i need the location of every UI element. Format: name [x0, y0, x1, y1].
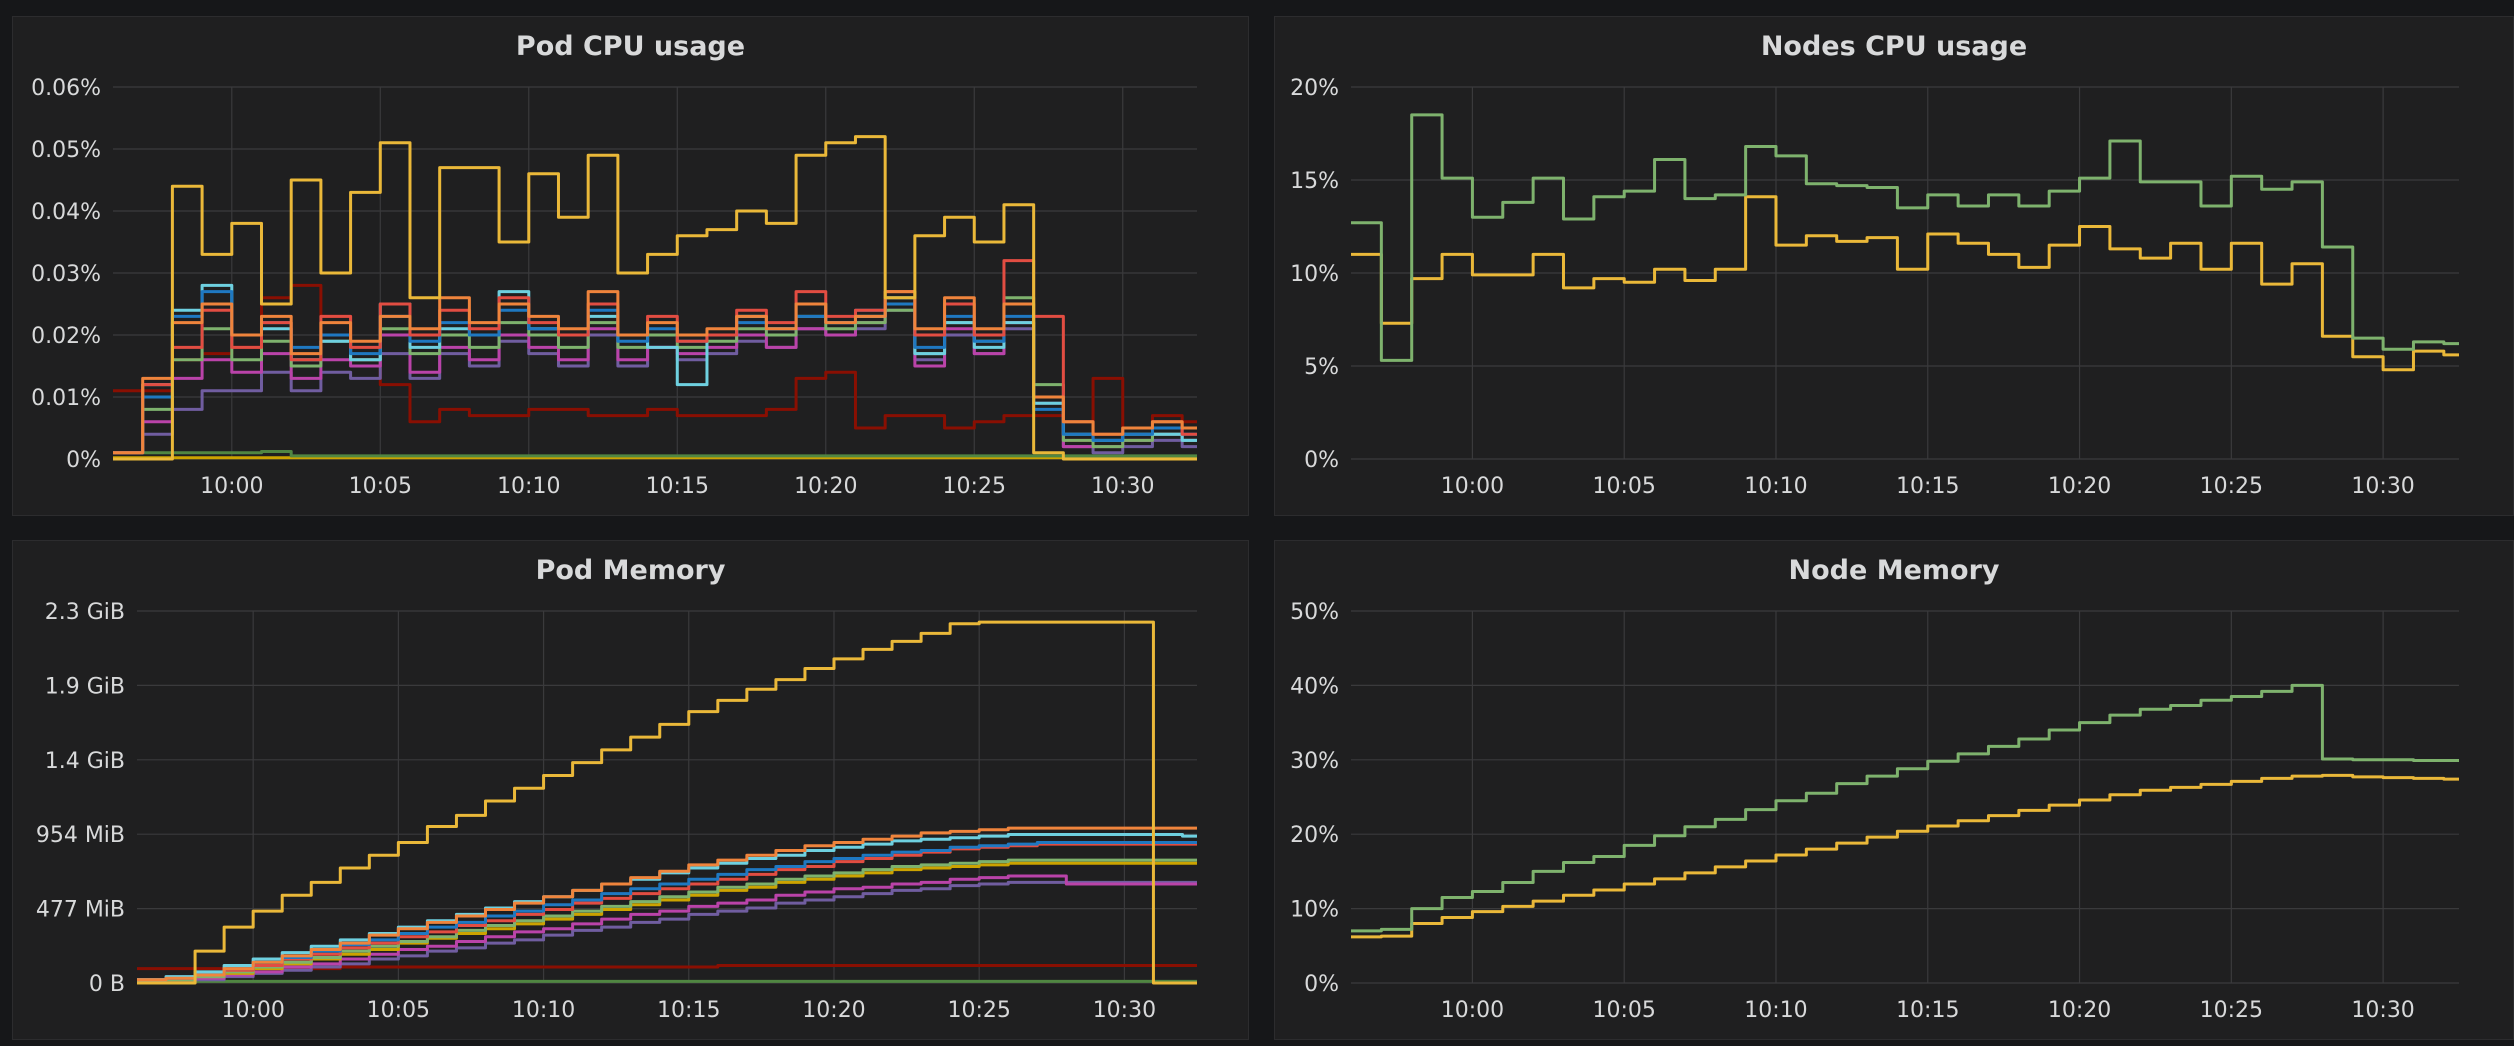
series-line: [113, 283, 1197, 455]
y-tick-label: 0%: [66, 448, 101, 473]
x-tick-label: 10:25: [2200, 998, 2263, 1023]
series-group: [113, 135, 1197, 461]
y-tick-label: 10%: [1290, 898, 1339, 923]
x-tick-label: 10:25: [943, 474, 1006, 499]
series-line: [113, 302, 1197, 455]
y-tick-label: 0 B: [89, 972, 125, 997]
series-line: [113, 259, 1197, 455]
series-group: [137, 620, 1197, 985]
series-line: [113, 308, 1197, 455]
x-tick-label: 10:20: [2048, 998, 2111, 1023]
x-tick-label: 10:10: [1744, 998, 1807, 1023]
series-line: [113, 450, 1197, 458]
y-tick-label: 0.03%: [31, 262, 101, 287]
y-tick-label: 954 MiB: [36, 823, 125, 848]
y-tick-label: 1.9 GiB: [45, 674, 125, 699]
nodes-cpu-chart: 0% 5% 10% 15% 20% 10:00 10:05 10:10 10:15 10:20 10…: [1290, 76, 2459, 499]
panel-title: Pod Memory: [535, 555, 726, 586]
series-line: [113, 290, 1197, 455]
y-tick-label: 20%: [1290, 823, 1339, 848]
y-tick-label: 477 MiB: [36, 898, 125, 923]
series-line: [113, 135, 1197, 461]
x-tick-label: 10:15: [1896, 474, 1959, 499]
y-tick-label: 0.02%: [31, 324, 101, 349]
x-tick-label: 10:10: [1744, 474, 1807, 499]
panel-pod-cpu: Pod CPU usage 0% 0.01% 0.02% 0.03% 0.04% 0.05…: [12, 16, 1249, 516]
series-line: [137, 620, 1197, 985]
y-tick-label: 0.01%: [31, 386, 101, 411]
series-line: [137, 963, 1197, 971]
x-tick-label: 10:05: [1593, 474, 1656, 499]
x-tick-label: 10:00: [200, 474, 263, 499]
x-tick-label: 10:30: [2351, 998, 2414, 1023]
series-line: [1351, 113, 2459, 362]
x-tick-label: 10:20: [794, 474, 857, 499]
panel-pod-memory: Pod Memory 0 B 477 MiB 954 MiB 1.4 GiB 1.9 G…: [12, 540, 1249, 1040]
series-line: [113, 290, 1197, 455]
x-tick-label: 10:05: [349, 474, 412, 499]
x-tick-label: 10:05: [367, 998, 430, 1023]
series-line: [1351, 683, 2459, 933]
x-tick-label: 10:30: [2351, 474, 2414, 499]
panel-title: Nodes CPU usage: [1760, 31, 2028, 62]
panel-node-memory: Node Memory 0% 10% 20% 30% 40% 50% 10:00 10:05 1…: [1274, 540, 2514, 1040]
x-tick-label: 10:15: [657, 998, 720, 1023]
series-line: [1351, 773, 2459, 939]
y-tick-label: 0%: [1304, 448, 1339, 473]
y-tick-label: 5%: [1304, 355, 1339, 380]
x-tick-label: 10:25: [2200, 474, 2263, 499]
x-tick-label: 10:15: [1896, 998, 1959, 1023]
series-line: [137, 874, 1197, 982]
panel-title: Pod CPU usage: [515, 31, 746, 62]
node-memory-chart: 0% 10% 20% 30% 40% 50% 10:00 10:05 10:10 10:15 10:…: [1290, 600, 2459, 1023]
series-line: [113, 296, 1197, 455]
x-tick-label: 10:15: [646, 474, 709, 499]
y-tick-label: 0%: [1304, 972, 1339, 997]
y-tick-label: 0.06%: [31, 76, 101, 101]
panel-title: Node Memory: [1788, 555, 2000, 586]
x-tick-label: 10:10: [512, 998, 575, 1023]
y-tick-label: 15%: [1290, 169, 1339, 194]
x-tick-label: 10:00: [221, 998, 284, 1023]
series-line: [137, 826, 1197, 982]
x-tick-label: 10:00: [1441, 474, 1504, 499]
y-tick-label: 50%: [1290, 600, 1339, 625]
pod-cpu-chart: 0% 0.01% 0.02% 0.03% 0.04% 0.05% 0.06% 10:00 10:…: [31, 76, 1197, 499]
x-tick-label: 10:10: [497, 474, 560, 499]
y-tick-label: 1.4 GiB: [45, 749, 125, 774]
x-tick-label: 10:20: [802, 998, 865, 1023]
x-tick-label: 10:30: [1091, 474, 1154, 499]
y-tick-label: 10%: [1290, 262, 1339, 287]
series-line: [113, 283, 1197, 442]
panel-nodes-cpu: Nodes CPU usage 0% 5% 10% 15% 20% 10:00 10:05 1…: [1274, 16, 2514, 516]
x-tick-label: 10:20: [2048, 474, 2111, 499]
y-tick-label: 0.04%: [31, 200, 101, 225]
x-tick-label: 10:00: [1441, 998, 1504, 1023]
x-tick-label: 10:30: [1093, 998, 1156, 1023]
series-group: [1351, 683, 2459, 939]
pod-memory-chart: 0 B 477 MiB 954 MiB 1.4 GiB 1.9 GiB 2.3 GiB 10…: [36, 600, 1197, 1023]
y-tick-label: 20%: [1290, 76, 1339, 101]
x-tick-label: 10:25: [947, 998, 1010, 1023]
y-tick-label: 2.3 GiB: [45, 600, 125, 625]
y-tick-label: 40%: [1290, 674, 1339, 699]
x-tick-label: 10:05: [1593, 998, 1656, 1023]
series-line: [1351, 195, 2459, 372]
series-group: [1351, 113, 2459, 372]
y-tick-label: 0.05%: [31, 138, 101, 163]
y-tick-label: 30%: [1290, 749, 1339, 774]
